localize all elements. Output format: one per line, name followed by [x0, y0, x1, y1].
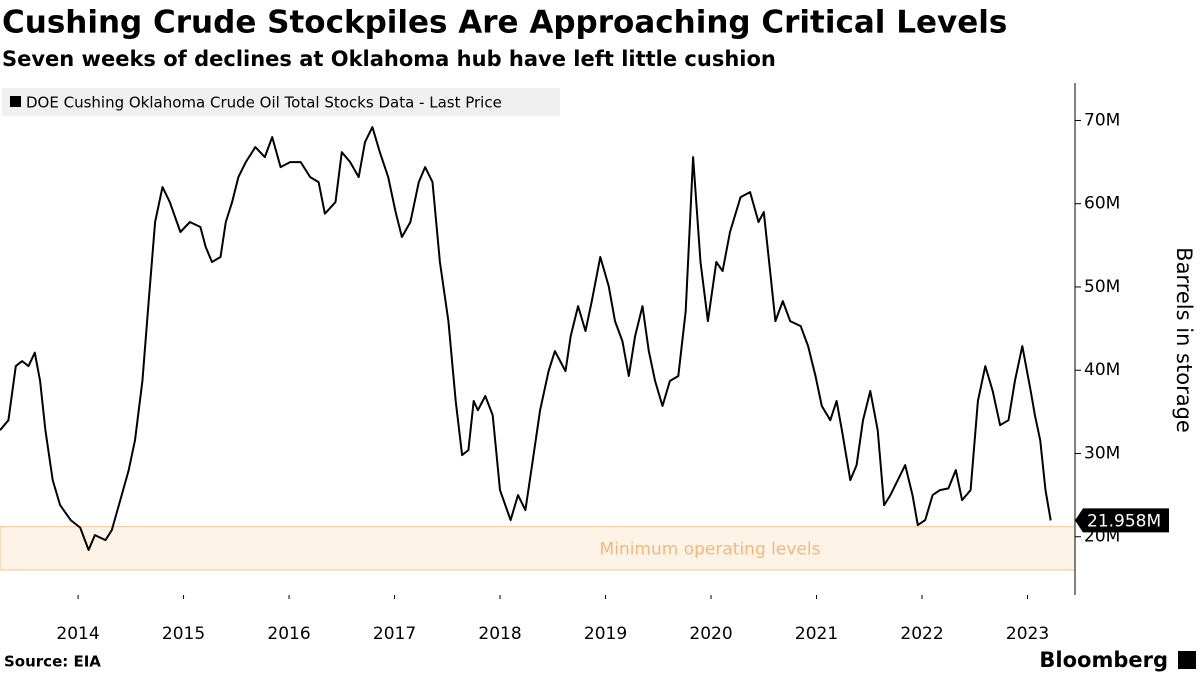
y-tick-label: 70M — [1084, 110, 1120, 130]
brand-icon — [1178, 651, 1196, 669]
x-tick-label: 2023 — [1006, 624, 1049, 644]
chart-subtitle: Seven weeks of declines at Oklahoma hub … — [2, 47, 776, 71]
chart-title: Cushing Crude Stockpiles Are Approaching… — [2, 5, 1007, 41]
last-value-label: 21.958M — [1087, 511, 1161, 531]
y-tick-label: 60M — [1084, 194, 1120, 214]
x-tick-label: 2018 — [478, 624, 521, 644]
x-tick-label: 2021 — [795, 624, 838, 644]
band — [0, 526, 1076, 571]
x-tick-label: 2017 — [373, 624, 416, 644]
brand: Bloomberg — [1039, 648, 1168, 672]
x-tick-label: 2020 — [689, 624, 732, 644]
legend-label: DOE Cushing Oklahoma Crude Oil Total Sto… — [26, 94, 502, 112]
x-tick-label: 2022 — [900, 624, 943, 644]
last-value-box — [1075, 508, 1169, 533]
x-tick-label: 2016 — [267, 624, 310, 644]
y-axis-label: Barrels in storage — [1172, 247, 1196, 433]
y-tick-label: 30M — [1084, 443, 1120, 463]
y-tick-label: 50M — [1084, 277, 1120, 297]
x-tick-label: 2015 — [162, 624, 205, 644]
x-tick-label: 2014 — [56, 624, 99, 644]
line — [0, 126, 1052, 551]
legend-box — [2, 88, 560, 116]
legend-swatch — [10, 96, 21, 107]
source: Source: EIA — [4, 653, 101, 671]
band-label: Minimum operating levels — [600, 539, 821, 559]
y-tick-label: 40M — [1084, 360, 1120, 380]
x-tick-label: 2019 — [584, 624, 627, 644]
